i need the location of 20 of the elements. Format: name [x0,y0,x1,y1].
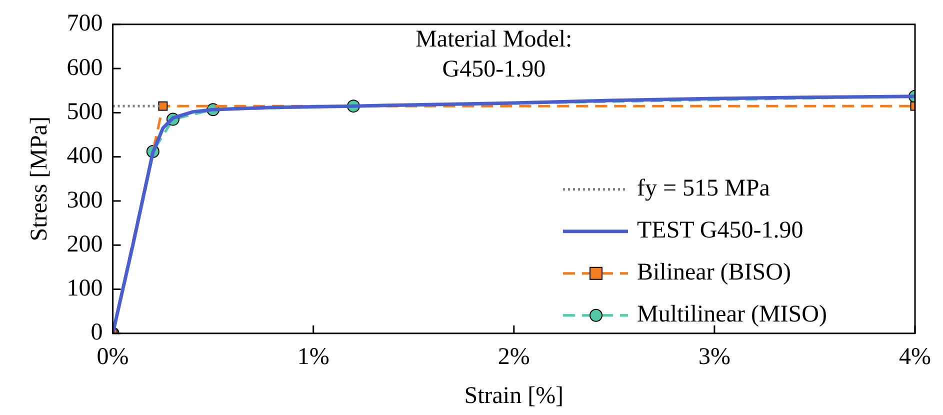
y-tick-label: 200 [66,231,103,258]
x-tick-label: 4% [899,344,931,370]
legend-label: Bilinear (BISO) [637,260,791,286]
y-axis-title: Stress [MPa] [26,116,53,242]
y-tick-label: 300 [66,187,103,214]
x-tick-label: 3% [698,344,730,370]
legend-label: fy = 515 MPa [637,176,770,202]
x-tick-label: 2% [498,344,530,370]
legend-label: TEST G450-1.90 [637,218,804,244]
x-axis-title: Strain [%] [464,382,564,409]
text: Material Model: G450-1.90 [416,26,572,83]
y-tick-label: 600 [66,54,103,81]
y-tick-label: 700 [66,10,103,37]
y-tick-label: 100 [66,276,103,302]
x-tick-label: 1% [297,344,330,370]
legend-label: Multilinear (MISO) [637,302,827,328]
y-tick-label: 0 [90,320,103,346]
x-tick-label: 0% [96,344,129,370]
y-tick-label: 500 [66,98,103,125]
y-tick-label: 400 [66,143,103,170]
